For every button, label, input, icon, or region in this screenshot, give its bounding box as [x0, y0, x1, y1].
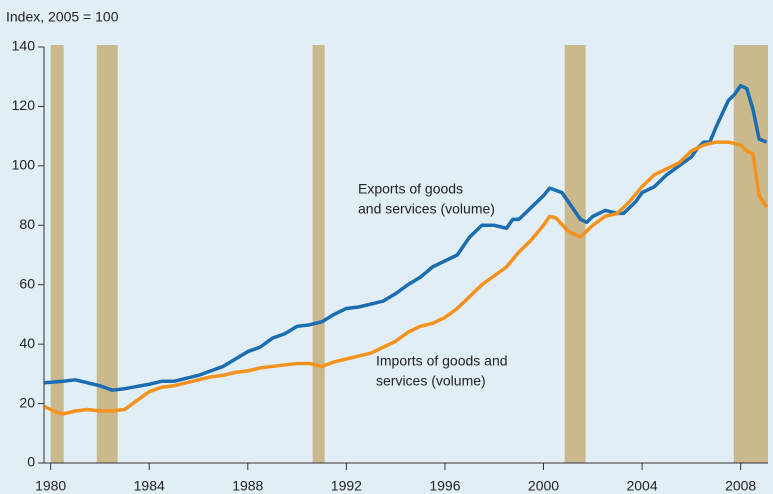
y-tick-label: 100: [12, 157, 36, 173]
y-tick-label: 40: [19, 335, 35, 351]
x-tick-label: 2004: [626, 478, 657, 494]
annotation: Exports of goods: [358, 181, 463, 197]
series-line: [43, 140, 769, 416]
annotation: Imports of goods and: [376, 353, 508, 369]
series-line: [44, 83, 768, 392]
x-tick-label: 1996: [429, 478, 460, 494]
recession-band: [312, 45, 325, 463]
x-tick-label: 1992: [331, 478, 362, 494]
recession-band: [733, 45, 768, 463]
recession-band: [50, 45, 64, 463]
y-tick-label: 80: [19, 216, 35, 232]
x-tick-label: 1984: [134, 478, 165, 494]
recession-band: [564, 45, 586, 463]
y-tick-label: 60: [19, 275, 35, 291]
annotation: and services (volume): [358, 201, 495, 217]
recession-band: [96, 45, 118, 463]
y-tick-label: 0: [27, 454, 35, 470]
x-tick-label: 1980: [35, 478, 66, 494]
y-axis-label: Index, 2005 = 100: [6, 9, 119, 25]
y-tick-label: 120: [12, 97, 36, 113]
x-tick-label: 1988: [232, 478, 263, 494]
x-tick-label: 2000: [528, 478, 559, 494]
annotation: services (volume): [376, 373, 486, 389]
y-tick-label: 20: [19, 394, 35, 410]
x-tick-label: 2008: [725, 478, 756, 494]
y-tick-label: 140: [12, 38, 36, 54]
